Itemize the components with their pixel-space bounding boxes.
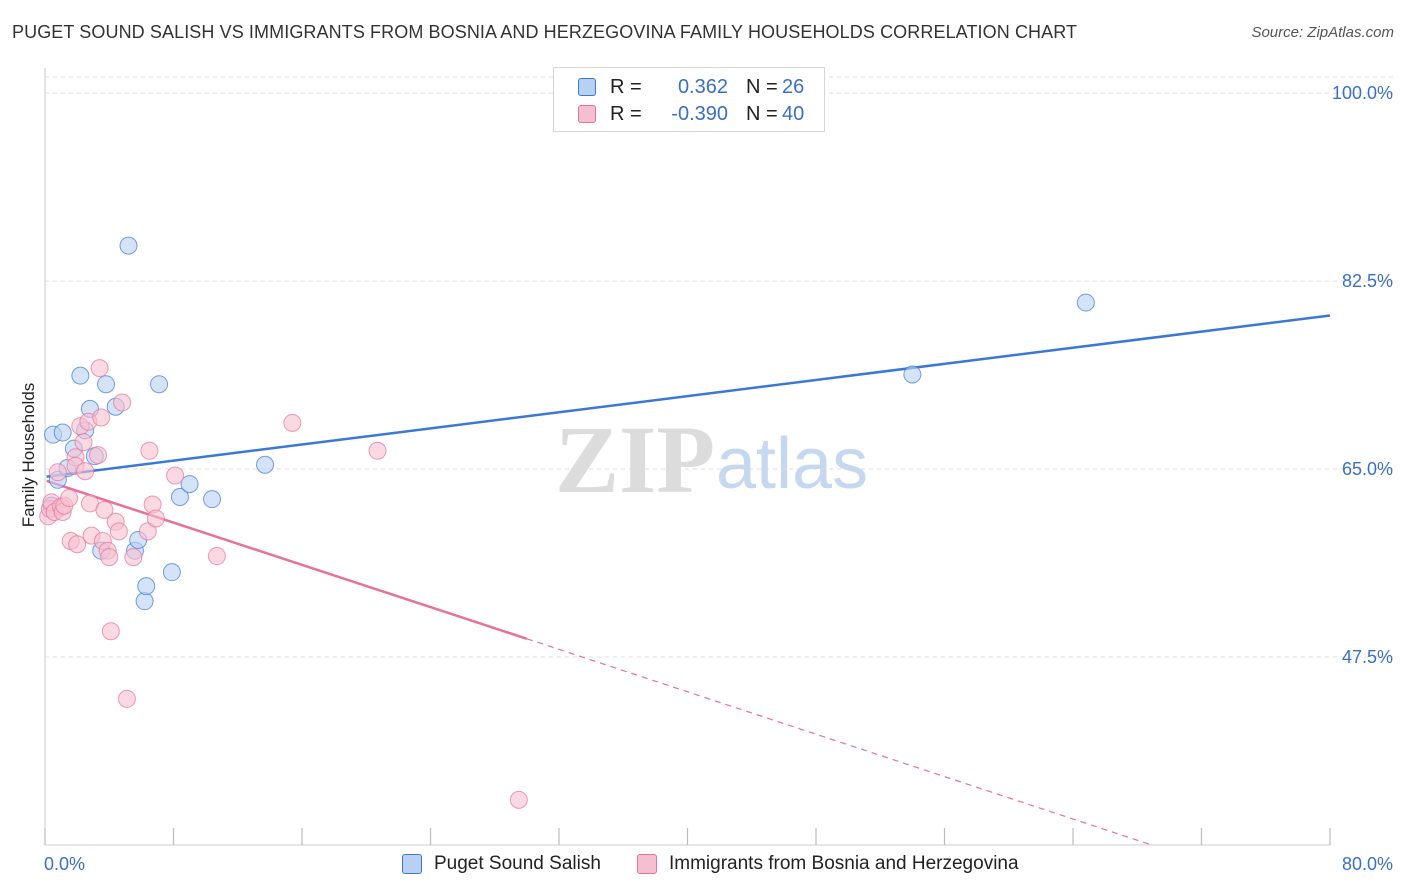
- point-bosnia-herzegovina: [283, 413, 302, 432]
- point-puget-sound-salish: [170, 487, 189, 506]
- watermark-zip: ZIP: [555, 406, 715, 513]
- correlation-legend: R = 0.362 N = 26 R = -0.390 N = 40: [553, 67, 825, 132]
- legend-r-value: -0.390: [671, 102, 728, 125]
- y-tick-label: 47.5%: [1342, 647, 1393, 667]
- point-bosnia-herzegovina: [138, 522, 157, 541]
- legend-row-blue: R = 0.362 N = 26: [578, 75, 804, 99]
- point-puget-sound-salish: [71, 366, 90, 385]
- legend-swatch-blue: [578, 78, 596, 96]
- legend-swatch-pink: [578, 105, 596, 123]
- source-label: Source: ZipAtlas.com: [1251, 24, 1394, 41]
- point-bosnia-herzegovina: [124, 548, 143, 567]
- legend-n-label: N =: [746, 75, 778, 98]
- point-bosnia-herzegovina: [76, 462, 95, 481]
- y-tick-labels: 100.0% 82.5% 65.0% 47.5%: [1332, 83, 1393, 667]
- point-bosnia-herzegovina: [68, 535, 87, 554]
- point-puget-sound-salish: [162, 563, 181, 582]
- legend-label-puget-sound-salish: Puget Sound Salish: [434, 853, 601, 874]
- point-puget-sound-salish: [53, 423, 72, 442]
- legend-n-value: 40: [782, 102, 805, 125]
- point-bosnia-herzegovina: [48, 463, 67, 482]
- y-tick-label: 82.5%: [1342, 271, 1393, 291]
- point-puget-sound-salish: [119, 236, 138, 255]
- y-tick-label: 65.0%: [1342, 459, 1393, 479]
- x-tick-label: 80.0%: [1342, 854, 1393, 874]
- point-bosnia-herzegovina: [74, 433, 93, 452]
- legend-swatch-blue: [402, 854, 422, 874]
- y-tick-label: 100.0%: [1332, 83, 1393, 103]
- gridlines: [45, 76, 1395, 658]
- legend-r-label: R =: [610, 102, 642, 125]
- point-puget-sound-salish: [203, 490, 222, 509]
- chart-title: PUGET SOUND SALISH VS IMMIGRANTS FROM BO…: [12, 22, 1078, 42]
- point-bosnia-herzegovina: [101, 622, 120, 641]
- point-bosnia-herzegovina: [113, 393, 132, 412]
- legend-n-value: 26: [782, 75, 805, 98]
- point-bosnia-herzegovina: [146, 509, 165, 528]
- legend-r-label: R =: [610, 75, 642, 98]
- point-puget-sound-salish: [97, 375, 116, 394]
- legend-n-label: N =: [746, 102, 778, 125]
- point-bosnia-herzegovina: [166, 466, 185, 485]
- legend-item-puget-sound-salish: Puget Sound Salish: [402, 853, 601, 875]
- y-axis-label: Family Households: [19, 383, 38, 528]
- point-puget-sound-salish: [137, 577, 156, 596]
- x-tick-label: 0.0%: [44, 854, 85, 874]
- legend-swatch-pink: [637, 854, 657, 874]
- point-bosnia-herzegovina: [90, 359, 109, 378]
- point-puget-sound-salish: [256, 455, 275, 474]
- point-bosnia-herzegovina: [140, 441, 159, 460]
- trend-lines: [46, 314, 1331, 846]
- point-puget-sound-salish: [135, 592, 154, 611]
- point-bosnia-herzegovina: [117, 689, 136, 708]
- point-bosnia-herzegovina: [207, 547, 226, 566]
- point-bosnia-herzegovina: [92, 408, 111, 427]
- legend-row-pink: R = -0.390 N = 40: [578, 102, 804, 126]
- x-tick-labels: 0.0% 80.0%: [44, 854, 1393, 874]
- point-bosnia-herzegovina: [89, 446, 108, 465]
- point-bosnia-herzegovina: [60, 489, 79, 508]
- point-puget-sound-salish: [903, 365, 922, 384]
- legend-label-bosnia-herzegovina: Immigrants from Bosnia and Herzegovina: [669, 853, 1019, 874]
- data-points: [39, 236, 1095, 809]
- trend-line-bosnia-herzegovina: [46, 479, 528, 640]
- point-puget-sound-salish: [180, 475, 199, 494]
- axes: [44, 68, 1331, 846]
- trend-line-puget-sound-salish: [46, 314, 1331, 478]
- point-puget-sound-salish: [1076, 293, 1095, 312]
- point-bosnia-herzegovina: [368, 441, 387, 460]
- point-puget-sound-salish: [150, 375, 169, 394]
- point-bosnia-herzegovina: [109, 522, 128, 541]
- point-bosnia-herzegovina: [95, 500, 114, 519]
- legend-r-value: 0.362: [677, 75, 728, 98]
- watermark: ZIP atlas: [555, 406, 868, 513]
- watermark-atlas: atlas: [716, 424, 868, 504]
- point-bosnia-herzegovina: [509, 790, 528, 809]
- series-legend: Puget Sound Salish Immigrants from Bosni…: [0, 852, 1406, 878]
- trend-line-bosnia-herzegovina: [526, 638, 1152, 846]
- legend-item-bosnia-herzegovina: Immigrants from Bosnia and Herzegovina: [637, 853, 1019, 875]
- point-bosnia-herzegovina: [100, 548, 119, 567]
